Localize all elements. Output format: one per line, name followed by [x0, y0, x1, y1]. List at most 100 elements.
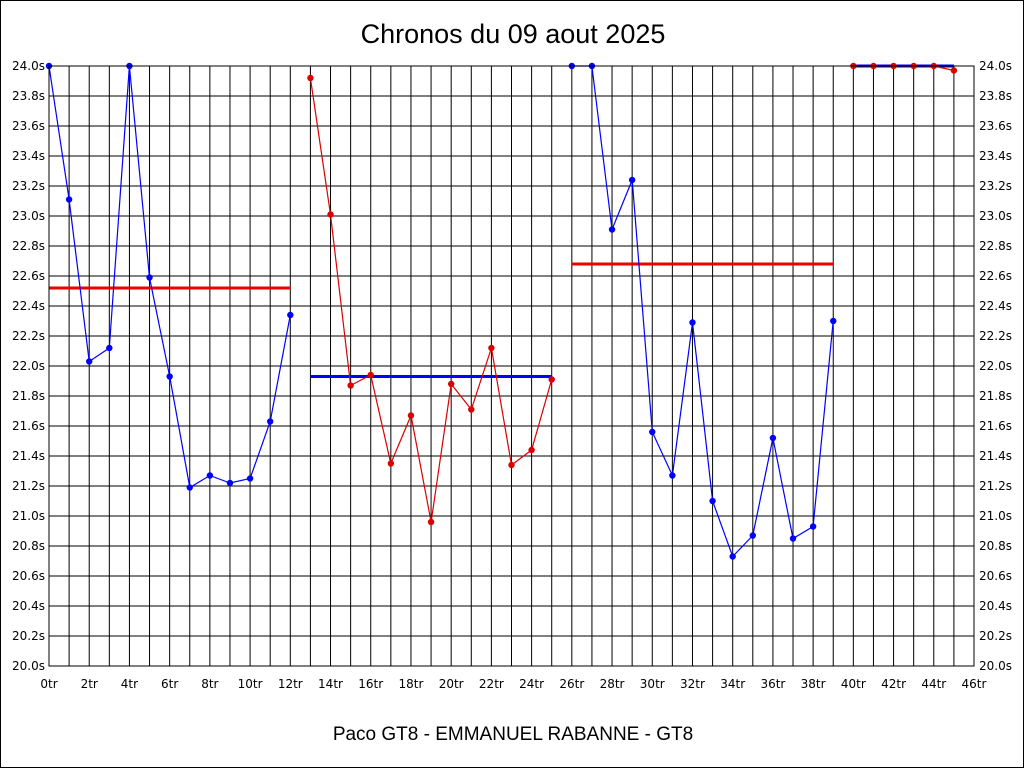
- y-tick-label-left: 20.4s: [12, 599, 45, 613]
- data-point: [427, 518, 435, 526]
- data-point: [468, 406, 475, 413]
- y-tick-label-right: 22.4s: [979, 299, 1012, 313]
- series-line: [571, 65, 834, 558]
- y-tick-label-right: 23.2s: [979, 179, 1012, 193]
- x-tick-label: 16tr: [358, 677, 383, 691]
- x-tick-label: 34tr: [720, 677, 745, 691]
- x-tick-label: 12tr: [278, 677, 303, 691]
- y-tick-label-right: 21.6s: [979, 419, 1012, 433]
- x-tick-label: 6tr: [161, 677, 178, 691]
- y-tick-label-left: 21.0s: [12, 509, 45, 523]
- data-point: [689, 319, 696, 326]
- y-tick-label-right: 20.8s: [979, 539, 1012, 553]
- y-tick-label-left: 23.2s: [12, 179, 45, 193]
- y-tick-label-right: 20.0s: [979, 659, 1012, 673]
- chart-title: Chronos du 09 aout 2025: [361, 19, 666, 49]
- plot-frame: [48, 65, 975, 667]
- y-tick-label-left: 22.4s: [12, 299, 45, 313]
- y-tick-label-left: 24.0s: [12, 59, 45, 73]
- data-point: [106, 344, 113, 352]
- y-tick-label-left: 22.0s: [12, 359, 45, 373]
- data-point: [950, 67, 958, 74]
- y-tick-label-left: 22.2s: [12, 329, 45, 343]
- data-point: [709, 497, 716, 505]
- x-tick-label: 18tr: [398, 677, 423, 691]
- data-point: [447, 380, 455, 388]
- y-tick-label-right: 21.8s: [979, 389, 1012, 403]
- y-tick-label-left: 22.8s: [12, 239, 45, 253]
- x-tick-label: 4tr: [121, 677, 138, 691]
- y-tick-label-right: 23.4s: [979, 149, 1012, 163]
- x-tick-label: 42tr: [881, 677, 906, 691]
- data-point: [789, 535, 797, 542]
- data-point: [86, 358, 93, 365]
- y-tick-label-left: 21.4s: [12, 449, 45, 463]
- x-tick-label: 24tr: [519, 677, 544, 691]
- y-tick-label-right: 22.2s: [979, 329, 1012, 343]
- x-tick-label: 22tr: [479, 677, 504, 691]
- data-point: [226, 479, 234, 487]
- x-tick-label: 32tr: [680, 677, 705, 691]
- y-tick-label-right: 23.8s: [979, 89, 1012, 103]
- data-point: [266, 418, 274, 425]
- x-tick-label: 8tr: [201, 677, 218, 691]
- data-point: [769, 434, 777, 442]
- x-tick-label: 46tr: [962, 677, 987, 691]
- y-tick-label-right: 24.0s: [979, 59, 1012, 73]
- x-tick-label: 20tr: [439, 677, 464, 691]
- y-tick-label-left: 21.2s: [12, 479, 45, 493]
- data-point: [608, 226, 616, 233]
- data-point: [206, 472, 214, 479]
- y-tick-label-right: 21.4s: [979, 449, 1012, 463]
- data-point: [548, 376, 555, 383]
- data-point: [387, 460, 395, 467]
- y-tick-label-right: 23.6s: [979, 119, 1012, 133]
- series-lines: [45, 62, 958, 560]
- y-tick-label-right: 20.4s: [979, 599, 1012, 613]
- data-point: [729, 553, 736, 560]
- x-tick-label: 14tr: [318, 677, 343, 691]
- y-tick-label-left: 21.8s: [12, 389, 45, 403]
- data-point: [65, 196, 73, 203]
- x-tick-label: 10tr: [238, 677, 263, 691]
- data-point: [327, 211, 334, 218]
- data-point: [830, 317, 837, 325]
- data-point: [669, 472, 676, 479]
- x-tick-label: 38tr: [801, 677, 826, 691]
- data-point: [809, 523, 817, 530]
- y-tick-label-left: 23.6s: [12, 119, 45, 133]
- x-tick-label: 0tr: [40, 677, 57, 691]
- grid: [48, 65, 975, 667]
- y-tick-label-right: 23.0s: [979, 209, 1012, 223]
- y-tick-label-right: 20.6s: [979, 569, 1012, 583]
- y-tick-label-left: 22.6s: [12, 269, 45, 283]
- x-tick-label: 44tr: [921, 677, 946, 691]
- data-point: [246, 475, 254, 482]
- x-tick-label: 26tr: [559, 677, 584, 691]
- y-tick-label-left: 20.2s: [12, 629, 45, 643]
- x-tick-label: 36tr: [760, 677, 785, 691]
- y-tick-label-right: 22.8s: [979, 239, 1012, 253]
- x-axis-label: Paco GT8 - EMMANUEL RABANNE - GT8: [333, 724, 693, 745]
- x-tick-label: 2tr: [81, 677, 98, 691]
- x-tick-label: 30tr: [640, 677, 665, 691]
- tick-labels: 0tr 2tr 4tr 6tr 8tr 10tr 12tr 14tr 16tr 18tr 20tr 2…: [12, 59, 1012, 691]
- y-tick-label-left: 23.0s: [12, 209, 45, 223]
- average-lines: [49, 64, 954, 378]
- y-tick-label-right: 22.0s: [979, 359, 1012, 373]
- data-point: [186, 484, 193, 491]
- y-tick-label-left: 20.0s: [12, 659, 45, 673]
- x-tick-label: 28tr: [600, 677, 625, 691]
- data-point: [508, 461, 515, 469]
- y-tick-label-left: 20.6s: [12, 569, 45, 583]
- data-point: [367, 371, 374, 379]
- data-point: [166, 373, 173, 380]
- y-tick-label-right: 21.2s: [979, 479, 1012, 493]
- y-tick-label-right: 20.2s: [979, 629, 1012, 643]
- data-point: [528, 446, 535, 454]
- y-tick-label-left: 20.8s: [12, 539, 45, 553]
- data-point: [347, 382, 354, 389]
- data-point: [649, 428, 656, 436]
